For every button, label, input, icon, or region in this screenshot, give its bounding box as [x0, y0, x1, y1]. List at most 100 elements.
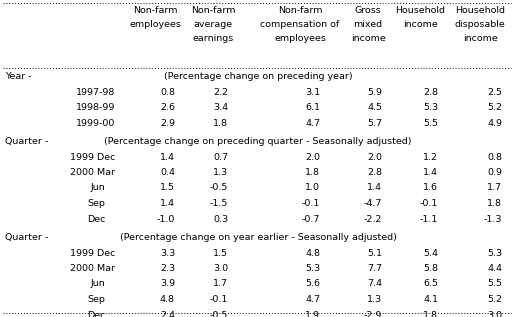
Text: 1999 Dec: 1999 Dec: [69, 249, 115, 257]
Text: 2.3: 2.3: [160, 264, 175, 273]
Text: 1.8: 1.8: [423, 310, 438, 317]
Text: 5.3: 5.3: [423, 103, 438, 112]
Text: income: income: [402, 20, 437, 29]
Text: 2.9: 2.9: [160, 119, 175, 127]
Text: Non-farm: Non-farm: [278, 6, 322, 15]
Text: 1.3: 1.3: [367, 295, 382, 304]
Text: 4.1: 4.1: [423, 295, 438, 304]
Text: 4.7: 4.7: [305, 119, 320, 127]
Text: 2.2: 2.2: [213, 87, 228, 96]
Text: -0.5: -0.5: [210, 310, 228, 317]
Text: Dec: Dec: [87, 310, 105, 317]
Text: -1.5: -1.5: [210, 199, 228, 208]
Text: 3.1: 3.1: [305, 87, 320, 96]
Text: 1999 Dec: 1999 Dec: [69, 152, 115, 161]
Text: 1.3: 1.3: [213, 168, 228, 177]
Text: 5.8: 5.8: [423, 264, 438, 273]
Text: -2.9: -2.9: [363, 310, 382, 317]
Text: 1.8: 1.8: [487, 199, 502, 208]
Text: 3.4: 3.4: [213, 103, 228, 112]
Text: mixed: mixed: [354, 20, 382, 29]
Text: Jun: Jun: [90, 280, 105, 288]
Text: 4.4: 4.4: [487, 264, 502, 273]
Text: 3.9: 3.9: [160, 280, 175, 288]
Text: 2000 Mar: 2000 Mar: [70, 168, 115, 177]
Text: Year -: Year -: [5, 72, 32, 81]
Text: 1997-98: 1997-98: [76, 87, 115, 96]
Text: Household: Household: [455, 6, 505, 15]
Text: (Percentage change on preceding quarter - Seasonally adjusted): (Percentage change on preceding quarter …: [104, 137, 412, 146]
Text: -1.0: -1.0: [157, 215, 175, 223]
Text: compensation of: compensation of: [261, 20, 340, 29]
Text: 1.7: 1.7: [487, 184, 502, 192]
Text: 1.6: 1.6: [423, 184, 438, 192]
Text: 4.7: 4.7: [305, 295, 320, 304]
Text: 0.4: 0.4: [160, 168, 175, 177]
Text: 1998-99: 1998-99: [76, 103, 115, 112]
Text: Non-farm: Non-farm: [133, 6, 177, 15]
Text: 5.4: 5.4: [423, 249, 438, 257]
Text: 4.8: 4.8: [160, 295, 175, 304]
Text: 6.5: 6.5: [423, 280, 438, 288]
Text: 4.5: 4.5: [367, 103, 382, 112]
Text: 1.4: 1.4: [367, 184, 382, 192]
Text: 1.5: 1.5: [213, 249, 228, 257]
Text: 1999-00: 1999-00: [76, 119, 115, 127]
Text: Quarter -: Quarter -: [5, 233, 48, 242]
Text: Quarter -: Quarter -: [5, 137, 48, 146]
Text: 5.7: 5.7: [367, 119, 382, 127]
Text: 3.0: 3.0: [213, 264, 228, 273]
Text: Sep: Sep: [87, 199, 105, 208]
Text: earnings: earnings: [192, 34, 234, 43]
Text: Non-farm: Non-farm: [191, 6, 235, 15]
Text: 1.4: 1.4: [160, 152, 175, 161]
Text: 2.6: 2.6: [160, 103, 175, 112]
Text: 5.3: 5.3: [487, 249, 502, 257]
Text: (Percentage change on year earlier - Seasonally adjusted): (Percentage change on year earlier - Sea…: [120, 233, 396, 242]
Text: 5.2: 5.2: [487, 103, 502, 112]
Text: 5.1: 5.1: [367, 249, 382, 257]
Text: 3.3: 3.3: [160, 249, 175, 257]
Text: income: income: [463, 34, 498, 43]
Text: Household: Household: [395, 6, 445, 15]
Text: employees: employees: [274, 34, 326, 43]
Text: 1.4: 1.4: [423, 168, 438, 177]
Text: 0.9: 0.9: [487, 168, 502, 177]
Text: -0.1: -0.1: [210, 295, 228, 304]
Text: income: income: [351, 34, 386, 43]
Text: 4.8: 4.8: [305, 249, 320, 257]
Text: (Percentage change on preceding year): (Percentage change on preceding year): [163, 72, 352, 81]
Text: 0.8: 0.8: [487, 152, 502, 161]
Text: -1.1: -1.1: [419, 215, 438, 223]
Text: 5.6: 5.6: [305, 280, 320, 288]
Text: -4.7: -4.7: [363, 199, 382, 208]
Text: 1.2: 1.2: [423, 152, 438, 161]
Text: 5.9: 5.9: [367, 87, 382, 96]
Text: 2.8: 2.8: [423, 87, 438, 96]
Text: 6.1: 6.1: [305, 103, 320, 112]
Text: 1.4: 1.4: [160, 199, 175, 208]
Text: 7.4: 7.4: [367, 280, 382, 288]
Text: 1.9: 1.9: [305, 310, 320, 317]
Text: 1.7: 1.7: [213, 280, 228, 288]
Text: employees: employees: [129, 20, 181, 29]
Text: 2.8: 2.8: [367, 168, 382, 177]
Text: 1.8: 1.8: [213, 119, 228, 127]
Text: 1.8: 1.8: [305, 168, 320, 177]
Text: 2.0: 2.0: [367, 152, 382, 161]
Text: Gross: Gross: [355, 6, 381, 15]
Text: 2.4: 2.4: [160, 310, 175, 317]
Text: 0.8: 0.8: [160, 87, 175, 96]
Text: -0.1: -0.1: [302, 199, 320, 208]
Text: 2000 Mar: 2000 Mar: [70, 264, 115, 273]
Text: Dec: Dec: [87, 215, 105, 223]
Text: 4.9: 4.9: [487, 119, 502, 127]
Text: 1.0: 1.0: [305, 184, 320, 192]
Text: 7.7: 7.7: [367, 264, 382, 273]
Text: 0.3: 0.3: [213, 215, 228, 223]
Text: 2.0: 2.0: [305, 152, 320, 161]
Text: average: average: [193, 20, 232, 29]
Text: -1.3: -1.3: [484, 215, 502, 223]
Text: -0.7: -0.7: [302, 215, 320, 223]
Text: 5.2: 5.2: [487, 295, 502, 304]
